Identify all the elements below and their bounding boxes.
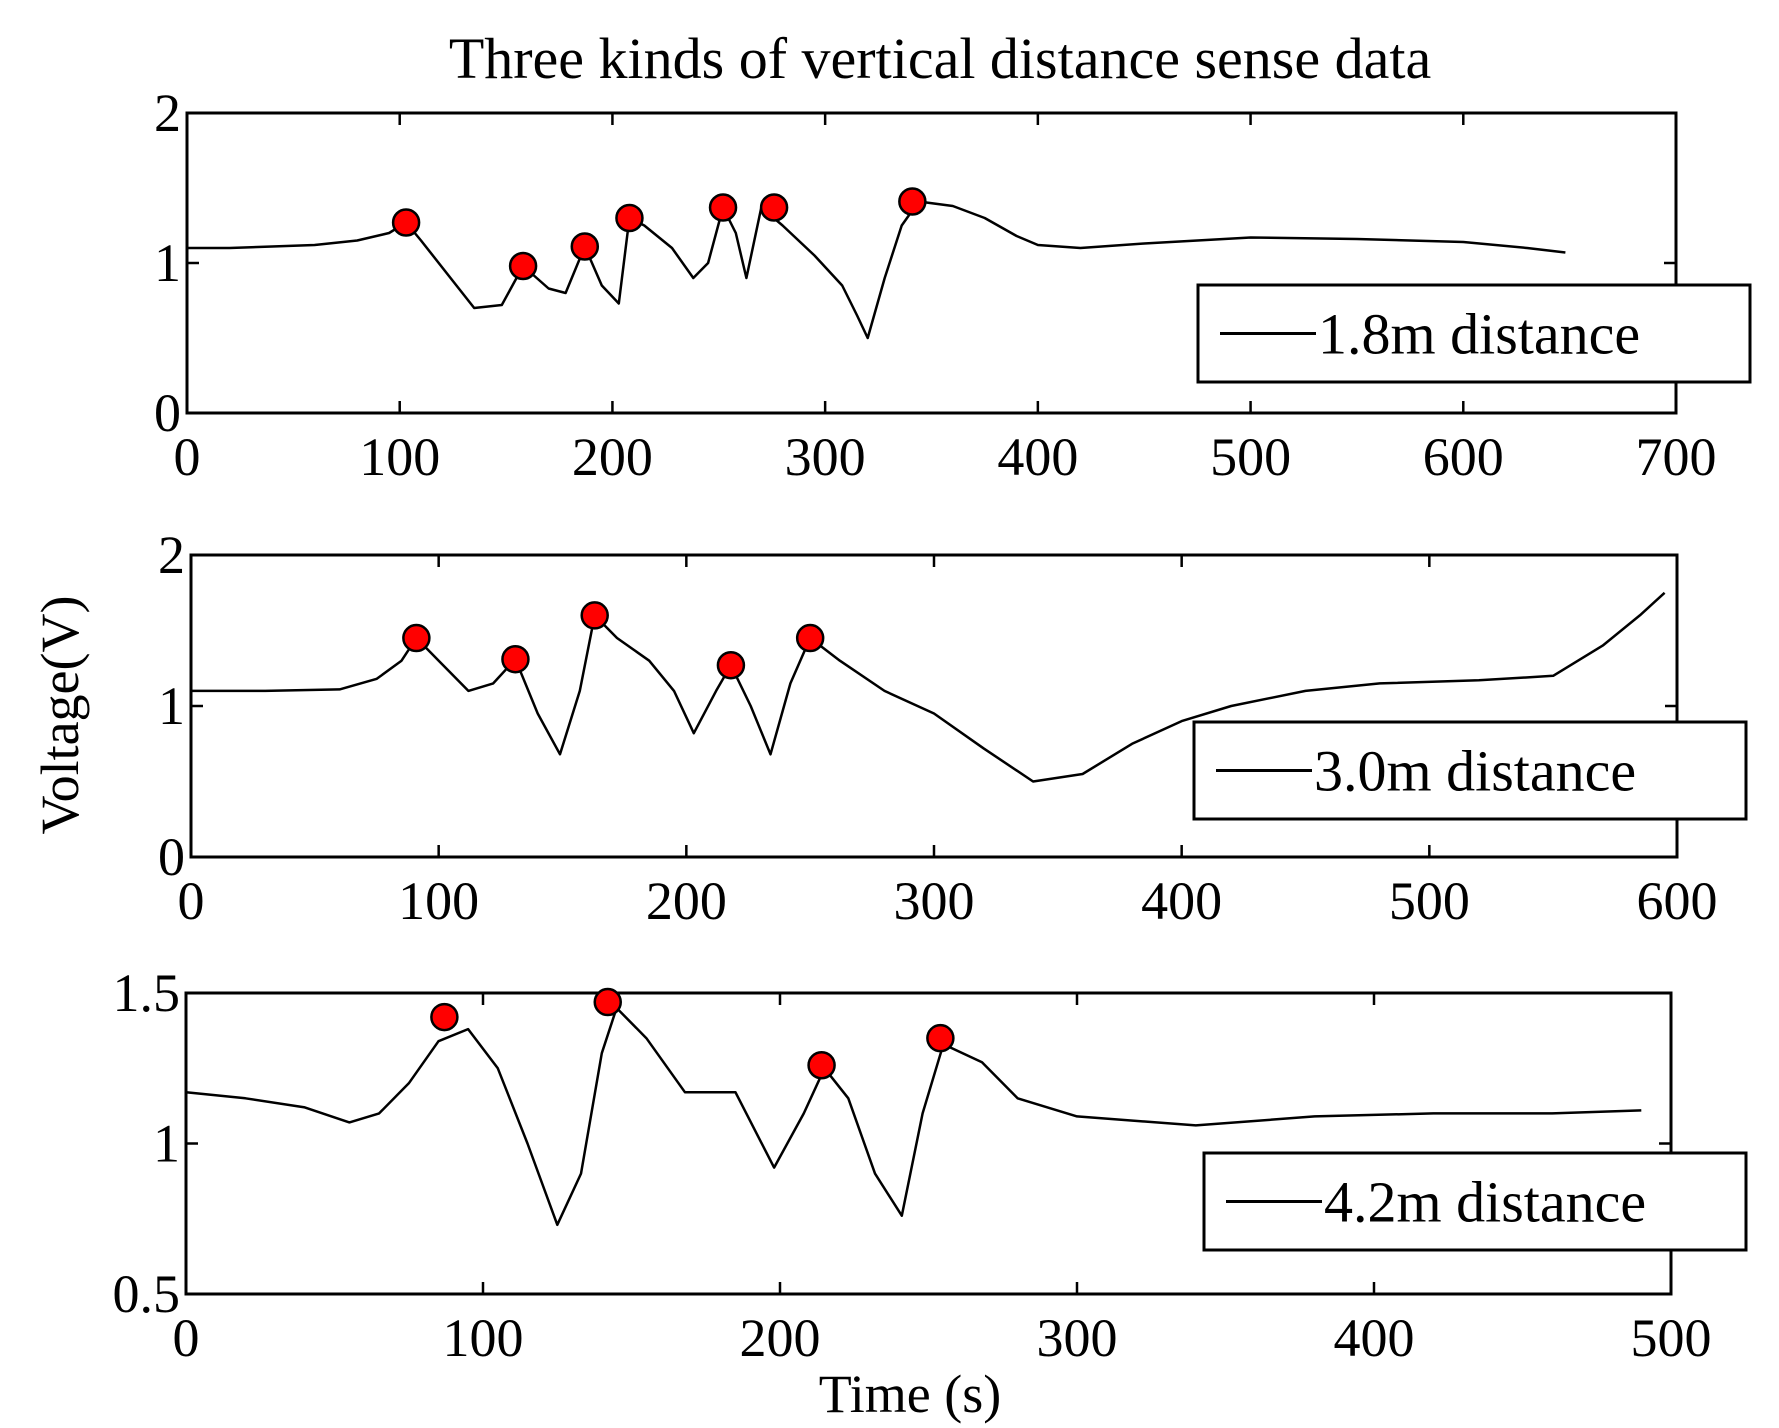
peak-marker bbox=[430, 1002, 459, 1032]
peak-marker bbox=[759, 193, 789, 222]
legend-label: 3.0m distance bbox=[1314, 739, 1636, 804]
series-line bbox=[191, 591, 1666, 783]
legend: 3.0m distance bbox=[1192, 720, 1748, 821]
legend-label: 4.2m distance bbox=[1324, 1170, 1646, 1235]
y-tick-label: 2 bbox=[154, 83, 181, 143]
peak-marker bbox=[615, 203, 644, 233]
subplot-2: 0 100 200 300 400 500 600 0 1 2 3.0m distance bbox=[158, 525, 1748, 931]
x-tick-label: 500 bbox=[1631, 1308, 1712, 1368]
x-tick-label: 0 bbox=[174, 427, 201, 487]
chart-title: Three kinds of vertical distance sense d… bbox=[449, 26, 1431, 91]
y-axis-label: Voltage(V) bbox=[30, 596, 90, 835]
peak-marker bbox=[898, 187, 927, 216]
x-tick-label: 100 bbox=[443, 1308, 524, 1368]
x-tick-label: 400 bbox=[1141, 871, 1222, 931]
x-tick-label: 100 bbox=[398, 871, 479, 931]
peak-marker bbox=[580, 601, 609, 630]
peak-marker bbox=[501, 644, 530, 674]
legend: 4.2m distance bbox=[1202, 1151, 1748, 1252]
y-tick-label: 1 bbox=[153, 1114, 180, 1174]
x-tick-label: 200 bbox=[740, 1308, 821, 1368]
y-tick-label: 0 bbox=[154, 383, 181, 443]
peak-marker bbox=[593, 987, 622, 1017]
peak-marker bbox=[708, 193, 738, 222]
peak-marker bbox=[807, 1050, 836, 1080]
x-tick-label: 200 bbox=[572, 427, 653, 487]
x-tick-label: 700 bbox=[1636, 427, 1717, 487]
y-tick-label: 0 bbox=[158, 827, 185, 887]
x-tick-label: 500 bbox=[1389, 871, 1470, 931]
y-tick-label: 0.5 bbox=[113, 1264, 181, 1324]
legend-label: 1.8m distance bbox=[1318, 302, 1640, 367]
y-tick-label: 1.5 bbox=[113, 963, 181, 1023]
peak-marker bbox=[391, 208, 421, 237]
x-axis-label: Time (s) bbox=[819, 1364, 1002, 1424]
legend-box bbox=[1196, 283, 1752, 384]
x-tick-label: 600 bbox=[1423, 427, 1504, 487]
x-tick-label: 500 bbox=[1210, 427, 1291, 487]
x-tick-label: 300 bbox=[1037, 1308, 1118, 1368]
subplot-3: 0 100 200 300 400 500 0.5 1 1.5 4.2m distance bbox=[113, 963, 1748, 1368]
y-tick-label: 1 bbox=[158, 676, 185, 736]
peak-marker bbox=[716, 650, 746, 680]
x-tick-label: 300 bbox=[894, 871, 975, 931]
y-tick-label: 1 bbox=[154, 233, 181, 293]
x-tick-label: 0 bbox=[178, 871, 205, 931]
x-tick-label: 0 bbox=[173, 1308, 200, 1368]
legend: 1.8m distance bbox=[1196, 283, 1752, 384]
x-tick-label: 100 bbox=[359, 427, 440, 487]
peak-marker bbox=[570, 232, 600, 261]
peak-marker bbox=[402, 623, 431, 653]
series-line bbox=[185, 1006, 1642, 1227]
peak-marker bbox=[508, 251, 538, 281]
x-tick-label: 400 bbox=[997, 427, 1078, 487]
peak-marker bbox=[795, 623, 825, 653]
subplot-1: 0 100 200 300 400 500 600 700 0 1 2 1.8m distance bbox=[154, 83, 1752, 487]
y-tick-label: 2 bbox=[158, 525, 185, 585]
x-tick-label: 400 bbox=[1334, 1308, 1415, 1368]
x-tick-label: 200 bbox=[646, 871, 727, 931]
peak-marker bbox=[926, 1023, 955, 1053]
x-tick-label: 600 bbox=[1637, 871, 1718, 931]
x-tick-label: 300 bbox=[785, 427, 866, 487]
